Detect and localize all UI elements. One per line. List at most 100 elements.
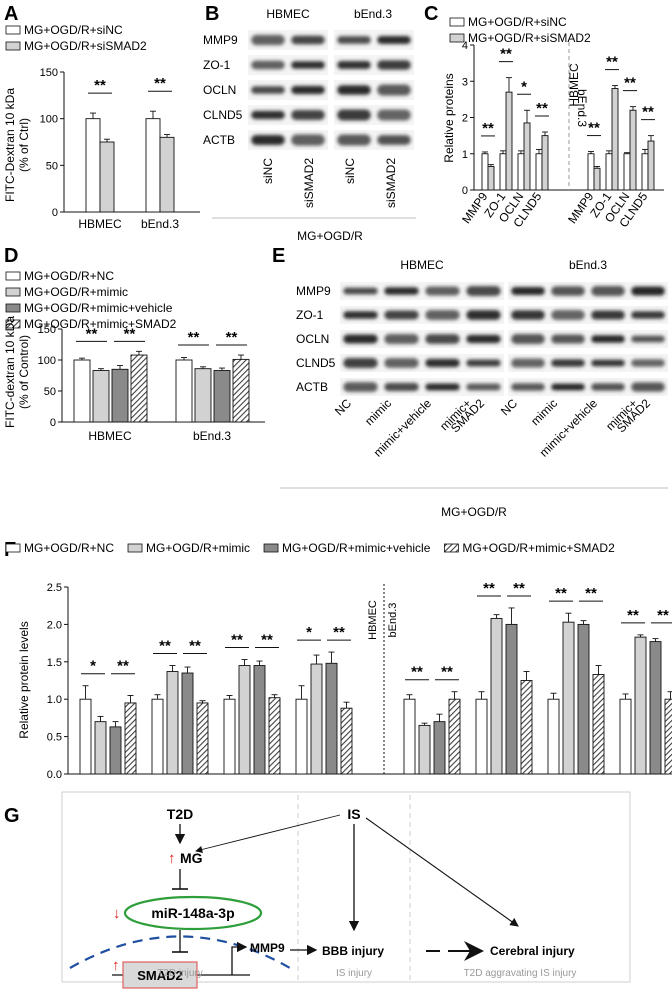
panel-label-a: A <box>4 3 18 25</box>
c-bar-2-2 <box>505 91 513 191</box>
b-strip-r5-band-2 <box>377 135 411 145</box>
smad2-up-arrow: ↑ <box>112 957 120 974</box>
mir-down-arrow: ↓ <box>113 905 121 922</box>
node-mg: MG <box>180 850 203 866</box>
a-y-tick-label: 50 <box>46 160 58 172</box>
e-strip-l4-band-4 <box>466 359 501 367</box>
b-strip-l1-band-2 <box>291 35 325 45</box>
c-sig-2-stars: ** <box>500 46 512 63</box>
b-strip-l1-band-1 <box>251 34 285 46</box>
e-strip-l2-bg <box>340 306 504 324</box>
c-bar-6-1 <box>605 153 613 191</box>
d-ylabel-2: (% of Control) <box>17 335 31 409</box>
b-strip-l3-bg <box>248 80 328 100</box>
e-strip-r2-band-3 <box>591 310 625 320</box>
legend-swatch-4 <box>444 543 459 553</box>
f-bar-4-2 <box>310 663 323 775</box>
e-row-4: CLND5 <box>296 356 336 370</box>
e-row-1: MMP9 <box>296 284 331 298</box>
legend-swatch-2 <box>5 41 21 51</box>
e-col-2: bEnd.3 <box>569 258 607 272</box>
node-t2d: T2D <box>167 806 193 822</box>
d-bar-HBMEC-1 <box>73 359 91 423</box>
panel-g-diagram: T2D ↑ MG ↓ miR-148a-3p ↑ SMAD2 MMP9 IS B… <box>61 791 631 989</box>
f-sig-3a-stars: ** <box>231 632 243 649</box>
e-strip-r2-band-1 <box>511 310 545 320</box>
a-y-tick-label: 150 <box>40 67 58 79</box>
d-y-tick-label: 50 <box>44 386 56 398</box>
c-ylabel-1: Relative proteins <box>442 73 456 162</box>
f-sig-4b-stars: ** <box>333 624 345 641</box>
c-bar-3-1 <box>517 153 525 191</box>
e-col-1: HBMEC <box>400 258 444 272</box>
f-sig-1b-stars: ** <box>117 658 129 675</box>
f-bar-2-3 <box>181 672 194 775</box>
c-bar-8-1 <box>641 153 649 191</box>
e-strip-l3-bg <box>340 330 504 348</box>
e-strip-r4-bg <box>508 354 668 372</box>
c-bar-2-1 <box>499 153 507 191</box>
b-strip-l2-band-2 <box>291 61 325 69</box>
legend-label-2: MG+OGD/R+mimic <box>146 541 250 555</box>
c-bar-5-2 <box>593 167 601 191</box>
b-strip-r4-band-1 <box>337 109 371 121</box>
e-strip-r1-band-3 <box>591 285 625 297</box>
b-lane-3: siNC <box>343 158 357 184</box>
f-bar-8-3 <box>649 641 662 775</box>
f-bar-6-1 <box>475 698 488 775</box>
f-bar-5-3 <box>433 721 446 775</box>
b-strip-l4-bg <box>248 105 328 125</box>
panel-label-g: G <box>4 805 20 827</box>
b-footer: MG+OGD/R <box>297 229 363 243</box>
e-footer: MG+OGD/R <box>441 505 507 519</box>
d-x-label-2: bEnd.3 <box>193 429 231 443</box>
e-strip-r4-band-1 <box>511 358 545 368</box>
f-sig-8a-stars: ** <box>627 607 639 624</box>
e-strip-l5-band-4 <box>466 383 501 391</box>
e-strip-r3-bg <box>508 330 668 348</box>
legend-label-1: MG+OGD/R+NC <box>24 541 114 555</box>
e-strip-l1-bg <box>340 282 504 300</box>
e-strip-r3-band-2 <box>551 334 585 344</box>
e-row-5: ACTB <box>296 380 328 394</box>
f-div-label-2: bEnd.3 <box>387 603 399 638</box>
f-sig-2b-stars: ** <box>189 638 201 655</box>
legend-swatch-2 <box>5 287 21 297</box>
b-strip-l3-band-1 <box>251 86 285 94</box>
d-bar-bEnd.3-3 <box>213 370 231 423</box>
c-y-tick-label: 1 <box>462 149 468 161</box>
legend-label-3: MG+OGD/R+mimic+vehicle <box>282 541 431 555</box>
d-bar-bEnd.3-1 <box>175 359 193 423</box>
node-mmp9: MMP9 <box>250 941 285 955</box>
e-strip-r4-band-3 <box>591 359 625 367</box>
b-strip-l4-band-1 <box>251 110 285 120</box>
f-y-tick-label: 1.0 <box>47 694 62 706</box>
legend-label-3: MG+OGD/R+mimic+vehicle <box>24 301 173 315</box>
b-strip-r5-band-1 <box>337 134 371 146</box>
c-bar-4-2 <box>541 135 549 191</box>
e-strip-r1-band-4 <box>631 286 665 296</box>
d-bar-bEnd.3-2 <box>194 368 212 423</box>
smad2-box <box>122 961 198 989</box>
f-bar-1-2 <box>94 721 107 775</box>
f-bar-1-1 <box>79 698 92 775</box>
legend-label-1: MG+OGD/R+NC <box>24 269 114 283</box>
f-bar-1-3 <box>109 726 122 775</box>
b-strip-l2-bg <box>248 55 328 75</box>
a-y-tick-label: 0 <box>52 207 58 219</box>
e-strip-l3-band-1 <box>343 334 378 344</box>
d-y-tick-label: 150 <box>38 324 56 336</box>
f-sig-3b-stars: ** <box>261 632 273 649</box>
b-row-4: CLND5 <box>203 108 243 122</box>
f-sig-4a-stars: * <box>306 624 312 641</box>
f-bar-2-4 <box>196 702 209 775</box>
node-mir: miR-148a-3p <box>151 905 234 921</box>
panel-d-chart: MG+OGD/R+NC MG+OGD/R+mimic MG+OGD/R+mimic+… <box>3 269 265 443</box>
f-div-label-1: HBMEC <box>367 600 379 640</box>
b-strip-l3-band-2 <box>291 85 325 95</box>
panel-label-c: C <box>424 3 438 25</box>
f-bar-7-2 <box>562 621 575 775</box>
f-bar-7-1 <box>547 698 560 775</box>
f-bar-8-4 <box>664 698 672 775</box>
